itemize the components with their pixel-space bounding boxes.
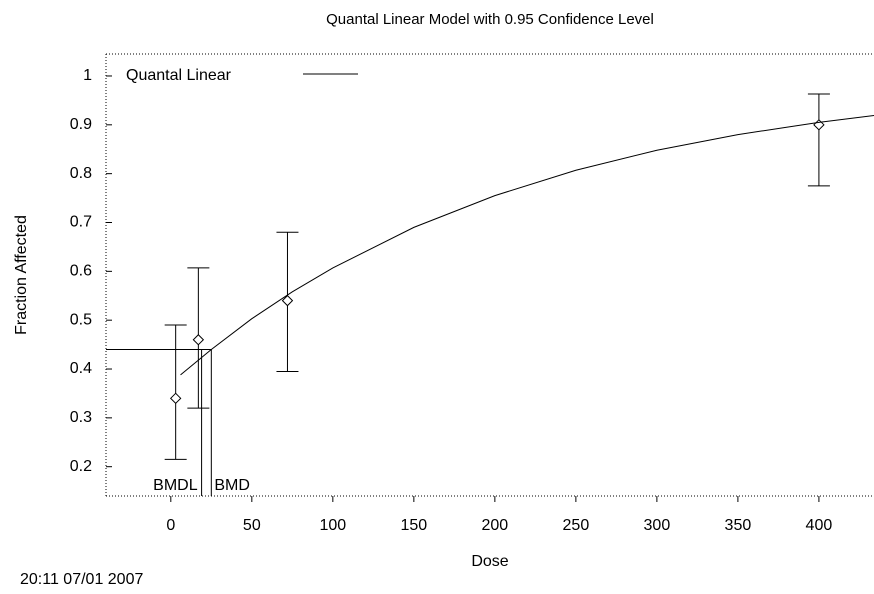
x-tick-label: 200 <box>482 517 509 534</box>
y-tick-label: 0.8 <box>70 165 92 182</box>
data-point <box>169 392 182 405</box>
y-axis-label: Fraction Affected <box>13 215 30 335</box>
y-tick-label: 0.4 <box>70 360 92 377</box>
x-tick-label: 300 <box>644 517 671 534</box>
error-bar <box>164 324 187 460</box>
x-tick-label: 0 <box>166 517 175 534</box>
timestamp: 20:11 07/01 2007 <box>20 571 143 588</box>
x-tick-label: 50 <box>243 517 261 534</box>
y-tick-label: 0.9 <box>70 116 92 133</box>
x-tick-label: 100 <box>319 517 346 534</box>
y-tick-label: 0.7 <box>70 214 92 231</box>
y-tick-label: 0.2 <box>70 458 92 475</box>
x-tick-label: 150 <box>400 517 427 534</box>
legend-label: Quantal Linear <box>126 67 232 84</box>
y-tick-label: 0.6 <box>70 263 92 280</box>
chart-title: Quantal Linear Model with 0.95 Confidenc… <box>326 11 654 28</box>
data-point <box>281 294 294 307</box>
y-tick-label: 0.3 <box>70 409 92 426</box>
error-bar <box>807 93 830 187</box>
x-tick-label: 350 <box>725 517 752 534</box>
x-axis-label: Dose <box>471 553 508 570</box>
y-tick-label: 0.5 <box>70 311 92 328</box>
data-point <box>813 119 825 131</box>
bmd-label: BMD <box>214 477 250 494</box>
y-tick-label: 1 <box>83 67 92 84</box>
x-tick-label: 400 <box>806 517 833 534</box>
model-curve <box>180 115 874 376</box>
bmd-label: BMDL <box>153 477 198 494</box>
data-point <box>192 334 205 346</box>
x-tick-label: 250 <box>563 517 590 534</box>
